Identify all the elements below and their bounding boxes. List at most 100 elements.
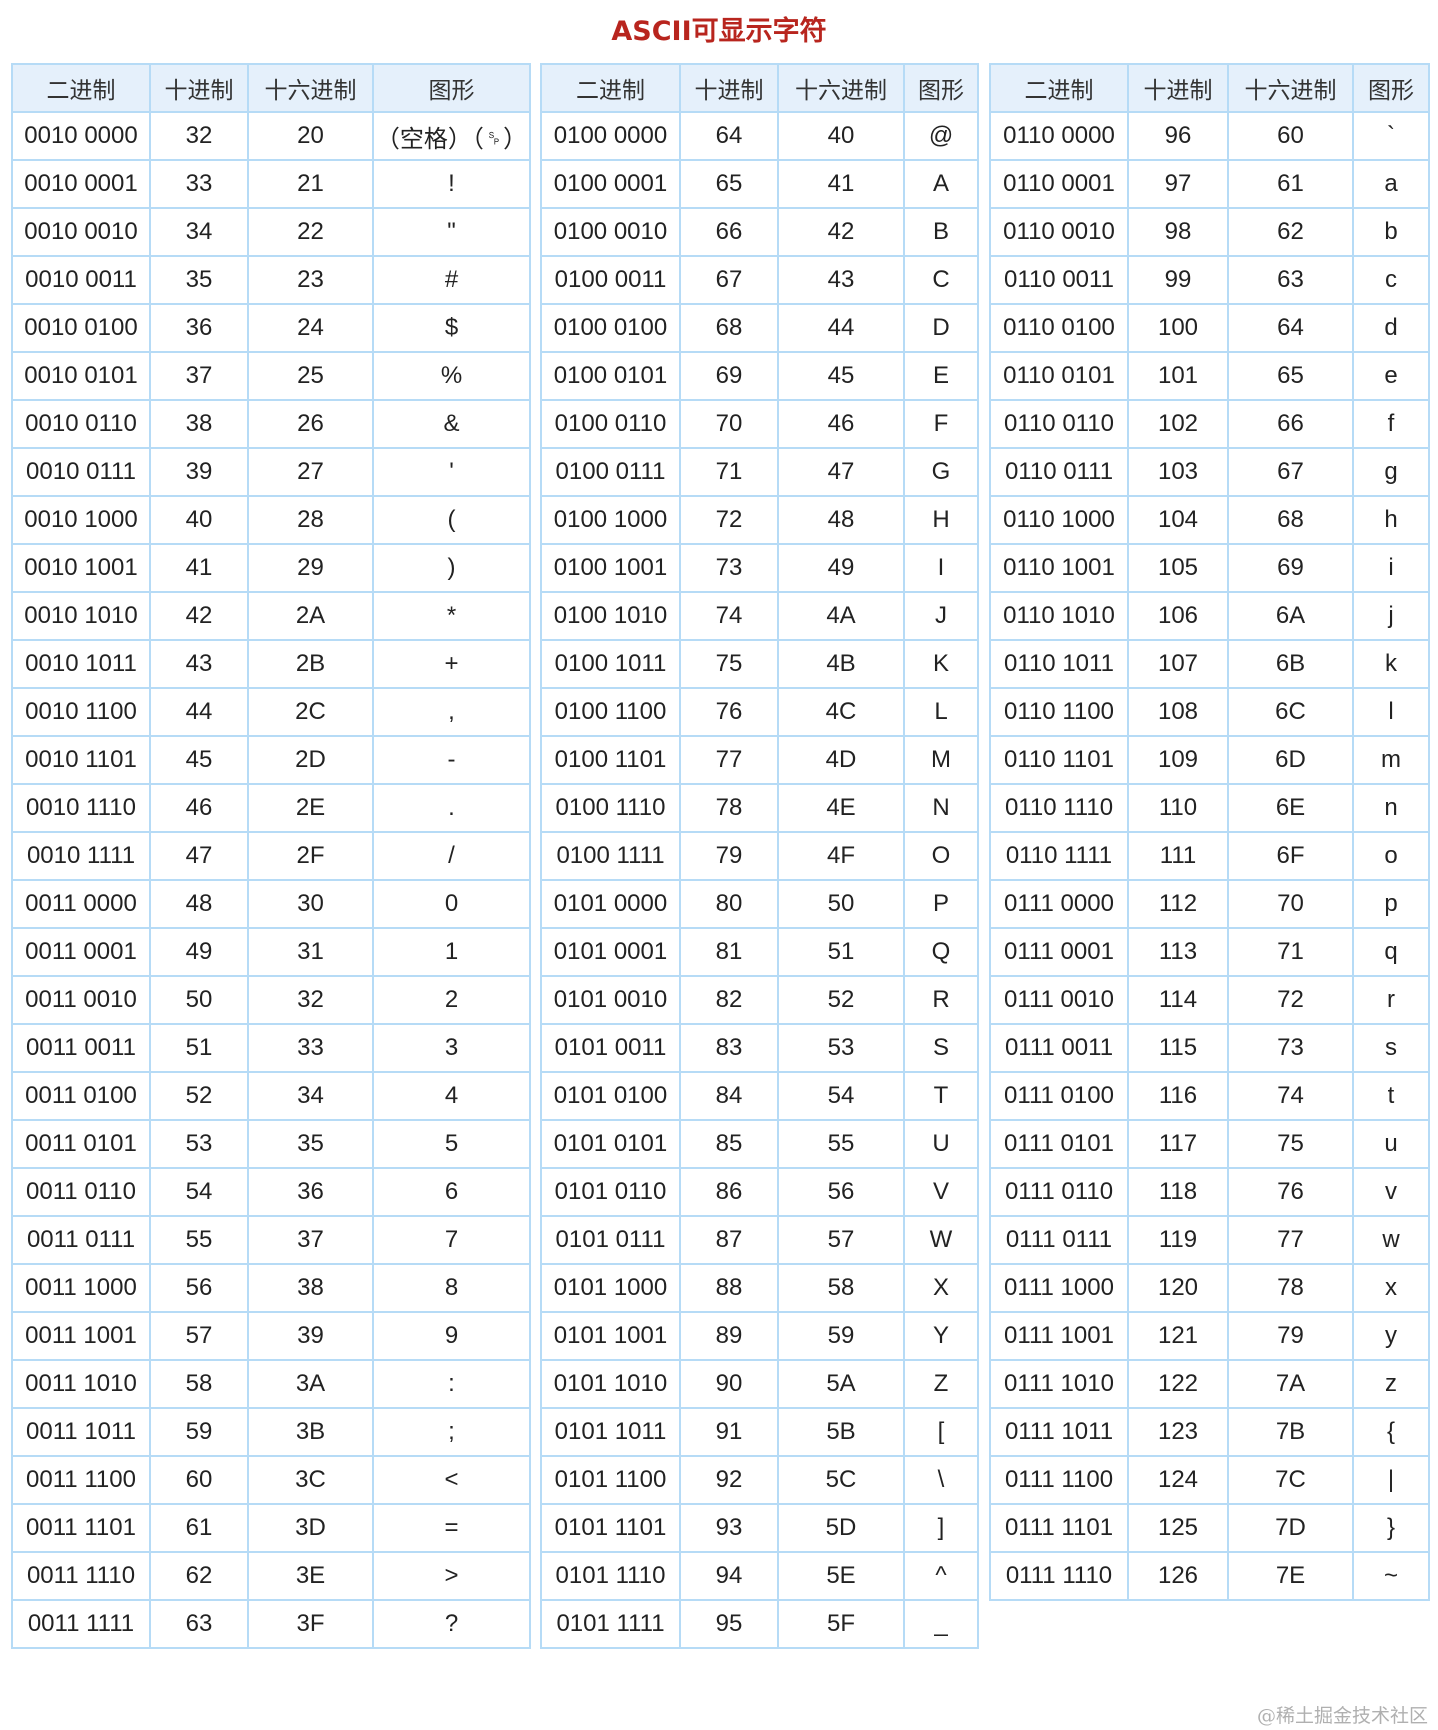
- hex-cell: 31: [247, 927, 374, 977]
- decimal-cell: 53: [149, 1119, 249, 1169]
- hex-cell: 47: [777, 447, 905, 497]
- table-row: 0111 1010 122 7A z: [989, 1359, 1430, 1409]
- glyph-cell: (: [372, 495, 531, 545]
- table-row: 0010 0000 32 20 （空格）（␠）: [11, 111, 531, 161]
- binary-cell: 0110 0001: [989, 159, 1129, 209]
- table-row: 0100 0110 70 46 F: [540, 399, 979, 449]
- hex-cell: 23: [247, 255, 374, 305]
- hex-cell: 32: [247, 975, 374, 1025]
- table-row: 0010 0011 35 23 #: [11, 255, 531, 305]
- binary-cell: 0110 0110: [989, 399, 1129, 449]
- binary-cell: 0011 0101: [11, 1119, 151, 1169]
- decimal-cell: 91: [679, 1407, 779, 1457]
- binary-cell: 0111 0110: [989, 1167, 1129, 1217]
- glyph-cell: 3: [372, 1023, 531, 1073]
- table-row: 0111 0101 117 75 u: [989, 1119, 1430, 1169]
- decimal-cell: 40: [149, 495, 249, 545]
- hex-cell: 2E: [247, 783, 374, 833]
- binary-cell: 0101 0001: [540, 927, 681, 977]
- decimal-cell: 43: [149, 639, 249, 689]
- table-row: 0111 0110 118 76 v: [989, 1167, 1430, 1217]
- decimal-cell: 84: [679, 1071, 779, 1121]
- glyph-cell: T: [903, 1071, 979, 1121]
- glyph-cell: c: [1352, 255, 1430, 305]
- hex-cell: 4D: [777, 735, 905, 785]
- hex-cell: 40: [777, 111, 905, 161]
- hex-cell: 3F: [247, 1599, 374, 1649]
- binary-cell: 0010 1010: [11, 591, 151, 641]
- hex-cell: 41: [777, 159, 905, 209]
- hex-cell: 75: [1227, 1119, 1354, 1169]
- glyph-cell: I: [903, 543, 979, 593]
- table-row: 0011 1011 59 3B;: [11, 1407, 531, 1457]
- decimal-cell: 39: [149, 447, 249, 497]
- hex-cell: 2C: [247, 687, 374, 737]
- hex-cell: 6E: [1227, 783, 1354, 833]
- table-row: 0111 0010 114 72 r: [989, 975, 1430, 1025]
- table-row: 0101 1011 91 5B[: [540, 1407, 979, 1457]
- table-row: 0101 0101 85 55 U: [540, 1119, 979, 1169]
- glyph-cell: !: [372, 159, 531, 209]
- glyph-cell: K: [903, 639, 979, 689]
- decimal-cell: 46: [149, 783, 249, 833]
- table-row: 0010 1000 40 28(: [11, 495, 531, 545]
- decimal-cell: 110: [1127, 783, 1229, 833]
- glyph-cell: Q: [903, 927, 979, 977]
- hex-cell: 30: [247, 879, 374, 929]
- hex-cell: 51: [777, 927, 905, 977]
- table-row: 0101 1100 92 5C \: [540, 1455, 979, 1505]
- table-row: 0110 1100 108 6C l: [989, 687, 1430, 737]
- table-row: 0110 0100 100 64 d: [989, 303, 1430, 353]
- glyph-cell: _: [903, 1599, 979, 1649]
- hex-cell: 42: [777, 207, 905, 257]
- table-row: 0101 0111 87 57 W: [540, 1215, 979, 1265]
- table-row: 0011 0100 52 34 4: [11, 1071, 531, 1121]
- glyph-cell: B: [903, 207, 979, 257]
- table-row: 0100 0100 68 44 D: [540, 303, 979, 353]
- hex-cell: 2D: [247, 735, 374, 785]
- hex-cell: 6D: [1227, 735, 1354, 785]
- binary-cell: 0011 1111: [11, 1599, 151, 1649]
- glyph-cell: H: [903, 495, 979, 545]
- hex-cell: 6C: [1227, 687, 1354, 737]
- glyph-cell: t: [1352, 1071, 1430, 1121]
- binary-cell: 0110 0011: [989, 255, 1129, 305]
- binary-cell: 0010 1101: [11, 735, 151, 785]
- glyph-cell: D: [903, 303, 979, 353]
- binary-cell: 0111 0111: [989, 1215, 1129, 1265]
- hex-cell: 7E: [1227, 1551, 1354, 1601]
- table-row: 0011 1101 61 3D =: [11, 1503, 531, 1553]
- binary-cell: 0110 1100: [989, 687, 1129, 737]
- table-row: 0101 0011 83 53 S: [540, 1023, 979, 1073]
- glyph-cell: Y: [903, 1311, 979, 1361]
- table-row: 0100 1011 75 4B K: [540, 639, 979, 689]
- glyph-cell: F: [903, 399, 979, 449]
- decimal-cell: 101: [1127, 351, 1229, 401]
- header-hex: 十六进制: [777, 63, 905, 113]
- binary-cell: 0111 1000: [989, 1263, 1129, 1313]
- glyph-cell: l: [1352, 687, 1430, 737]
- glyph-cell: 7: [372, 1215, 531, 1265]
- table-row: 0100 1001 73 49 I: [540, 543, 979, 593]
- header-row: 二进制 十进制 十六进制 图形: [989, 63, 1430, 113]
- table-row: 0111 1100 124 7C |: [989, 1455, 1430, 1505]
- hex-cell: 3C: [247, 1455, 374, 1505]
- hex-cell: 4B: [777, 639, 905, 689]
- glyph-cell: }: [1352, 1503, 1430, 1553]
- table-row: 0010 0101 37 25%: [11, 351, 531, 401]
- binary-cell: 0011 1000: [11, 1263, 151, 1313]
- binary-cell: 0010 0000: [11, 111, 151, 161]
- decimal-cell: 41: [149, 543, 249, 593]
- table-row: 0100 1111 79 4F O: [540, 831, 979, 881]
- glyph-cell: 9: [372, 1311, 531, 1361]
- decimal-cell: 117: [1127, 1119, 1229, 1169]
- glyph-cell: g: [1352, 447, 1430, 497]
- header-glyph: 图形: [1352, 63, 1430, 113]
- table-row: 0110 1101 109 6D m: [989, 735, 1430, 785]
- header-decimal: 十进制: [1127, 63, 1229, 113]
- binary-cell: 0010 1111: [11, 831, 151, 881]
- binary-cell: 0100 1011: [540, 639, 681, 689]
- binary-cell: 0110 0100: [989, 303, 1129, 353]
- table-row: 0100 0010 66 42 B: [540, 207, 979, 257]
- hex-cell: 2F: [247, 831, 374, 881]
